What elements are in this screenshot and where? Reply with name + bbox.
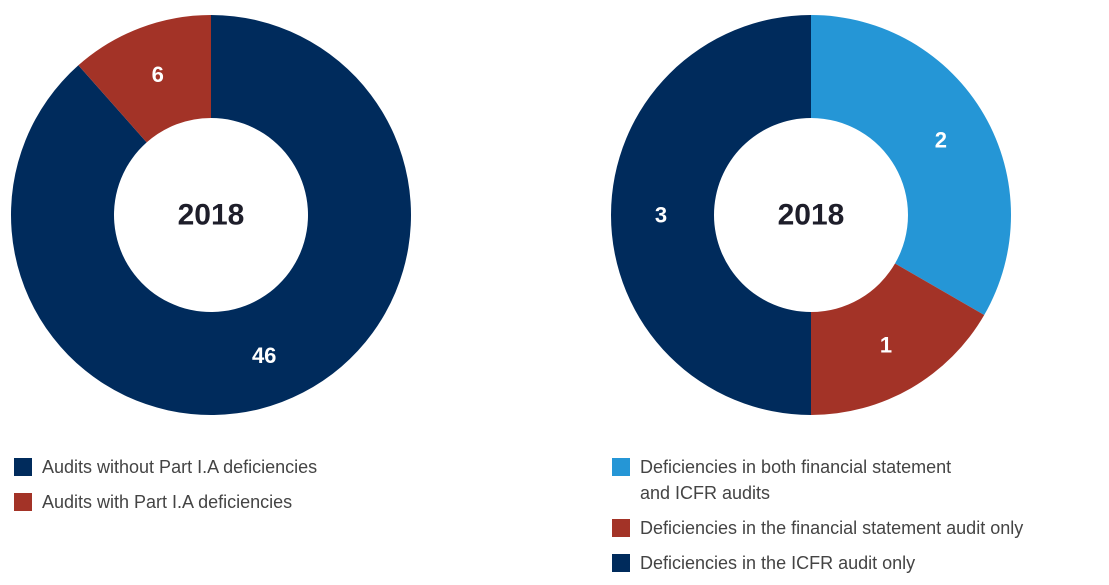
donut-slice: [611, 15, 811, 415]
donut-slice: [811, 15, 1011, 315]
data-label: 46: [252, 343, 276, 368]
donut-slice: [10, 15, 412, 416]
legend-item: Audits without Part I.A deficiencies: [14, 454, 317, 480]
center-label: 2018: [178, 199, 245, 232]
data-label: 6: [152, 62, 164, 87]
center-label: 2018: [778, 199, 845, 232]
legend: Deficiencies in both financial statement…: [612, 454, 1023, 585]
data-label: 1: [880, 332, 892, 357]
legend-swatch: [14, 493, 32, 511]
legend-label: Deficiencies in the ICFR audit only: [640, 553, 916, 573]
donut-slice: [78, 15, 212, 143]
legend-label: Audits without Part I.A deficiencies: [42, 457, 318, 477]
legend-swatch: [612, 519, 630, 537]
legend-label: Deficiencies in the financial statement …: [640, 518, 1024, 538]
legend-item: Deficiencies in the financial statement …: [612, 515, 1023, 541]
legend-swatch: [612, 458, 630, 476]
legend-swatch: [612, 554, 630, 572]
legend-item: Deficiencies in the ICFR audit only: [612, 550, 1023, 576]
legend-item: Audits with Part I.A deficiencies: [14, 489, 317, 515]
legend-item: Deficiencies in both financial statement…: [612, 454, 1023, 506]
data-label: 2: [935, 128, 947, 153]
legend: Audits without Part I.A deficiencies Audi…: [14, 454, 317, 524]
data-label: 3: [655, 203, 667, 228]
donut-slice: [811, 263, 985, 415]
legend-label: Deficiencies in both financial statement…: [640, 457, 952, 503]
legend-swatch: [14, 458, 32, 476]
legend-label: Audits with Part I.A deficiencies: [42, 492, 293, 512]
